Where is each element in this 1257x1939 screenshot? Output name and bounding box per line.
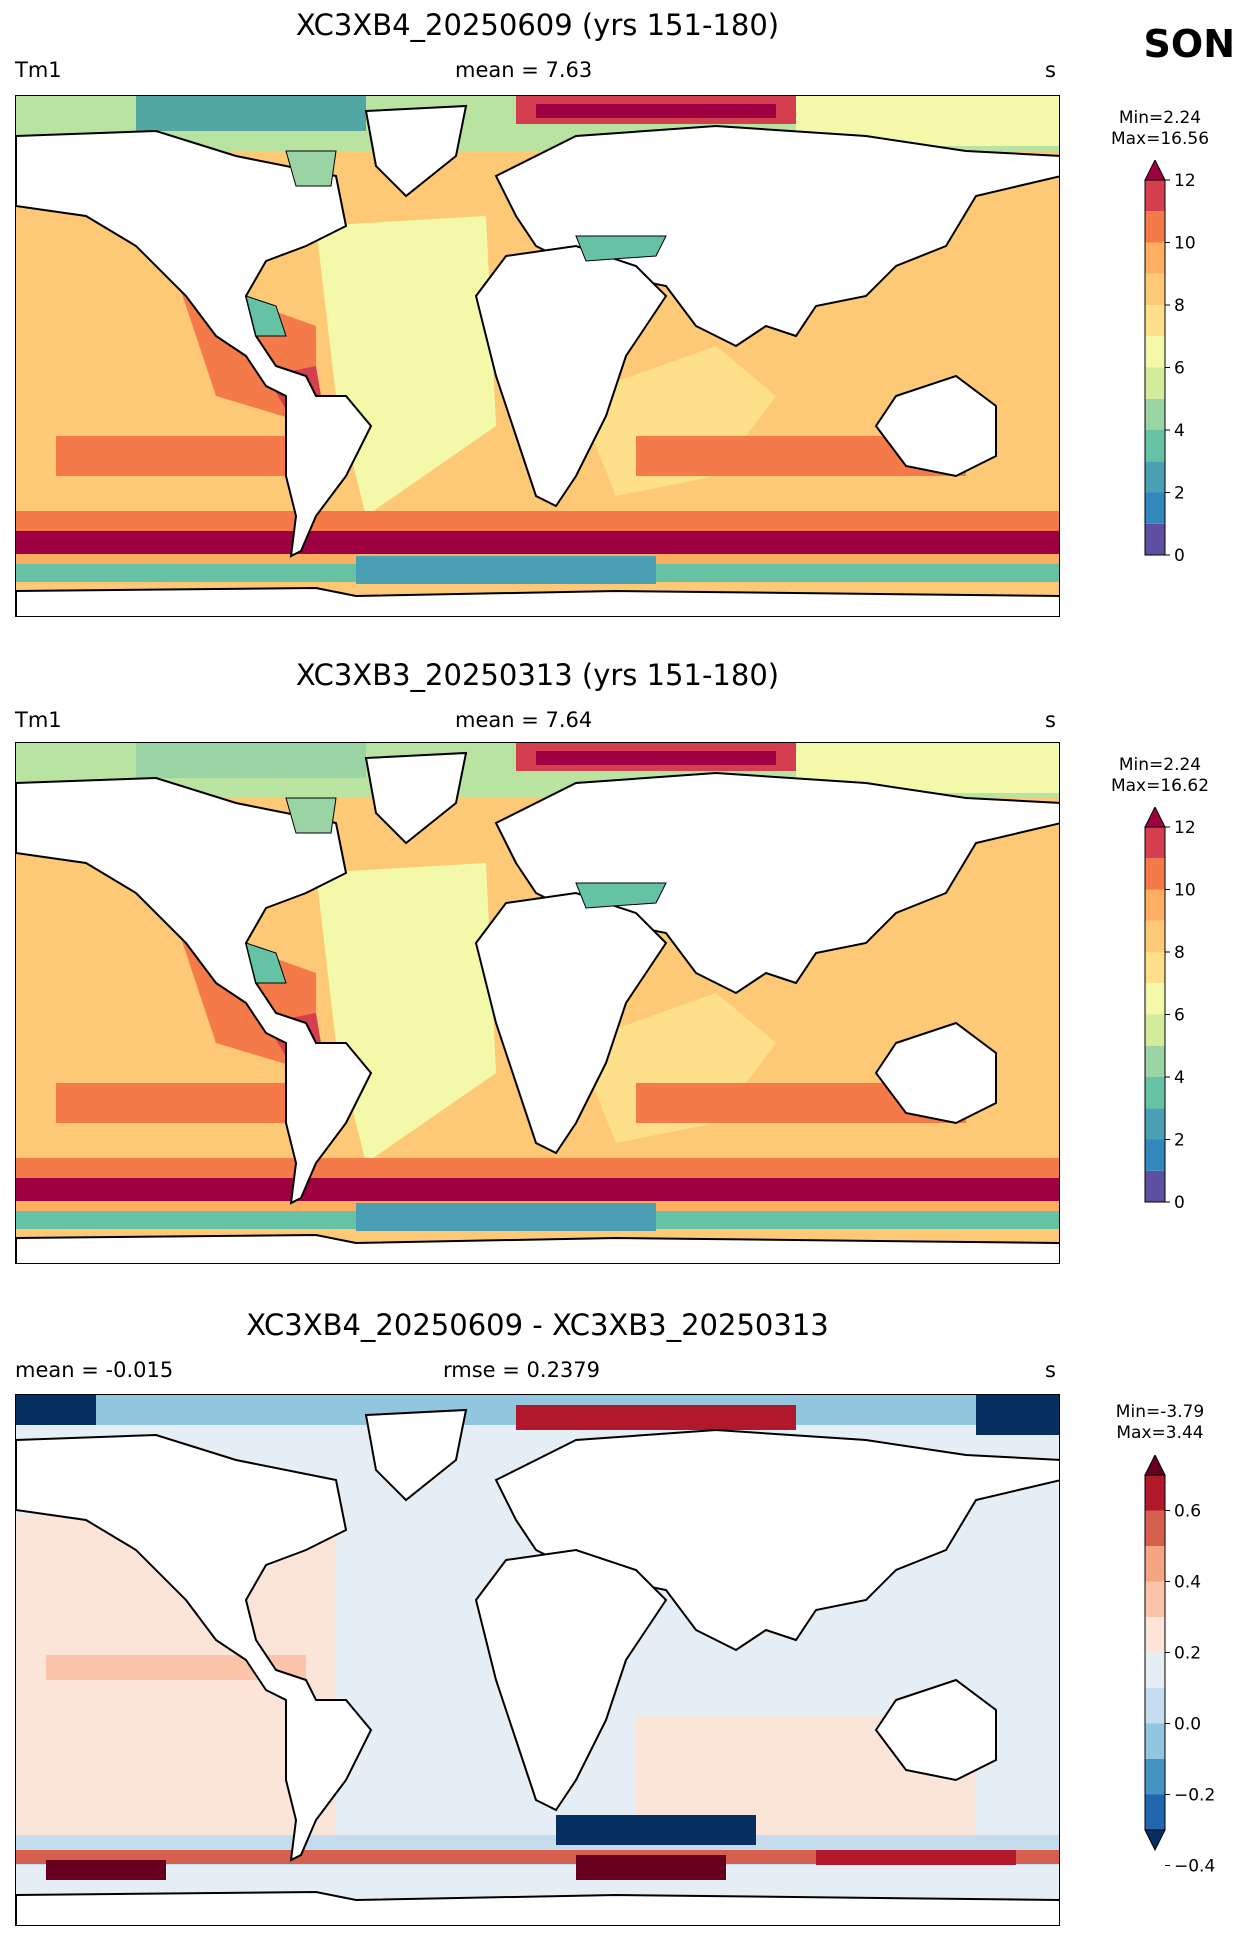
colorbar-segment bbox=[1145, 889, 1165, 921]
colorbar-tick-label: 0 bbox=[1174, 1193, 1185, 1213]
units-label: s bbox=[1045, 1358, 1056, 1382]
colorbar-tick-label: 8 bbox=[1174, 943, 1185, 963]
colorbar-segment bbox=[1145, 461, 1165, 493]
colorbar-segment bbox=[1145, 1617, 1165, 1653]
colorbar-segment bbox=[1145, 827, 1165, 859]
min-value: Min=2.24 bbox=[1118, 108, 1202, 128]
colorbar: 0.60.40.20.0−0.2−0.4−0.6 bbox=[1144, 1455, 1215, 1876]
variable-label: Tm1 bbox=[15, 58, 62, 82]
colorbar-tick-label: 4 bbox=[1174, 421, 1185, 441]
colorbar-segment bbox=[1145, 920, 1165, 952]
rmse-label: rmse = 0.2379 bbox=[443, 1358, 601, 1382]
map-plot bbox=[15, 742, 1060, 1264]
colorbar-max-extension bbox=[1144, 807, 1166, 828]
panel-title: XC3XB3_20250313 (yrs 151-180) bbox=[295, 658, 780, 692]
colorbar-segment bbox=[1145, 180, 1165, 212]
colorbar-segment bbox=[1145, 367, 1165, 399]
colorbar-segment bbox=[1145, 1688, 1165, 1724]
variable-label: Tm1 bbox=[15, 708, 62, 732]
colorbar-segment bbox=[1145, 1546, 1165, 1582]
panel-model-b3: XC3XB3_20250313 (yrs 151-180) Tm1 mean =… bbox=[0, 640, 1257, 1280]
units-label: s bbox=[1045, 708, 1056, 732]
colorbar-segment bbox=[1145, 1794, 1165, 1830]
mean-label: mean = 7.64 bbox=[455, 708, 593, 732]
colorbar-segment bbox=[1145, 1045, 1165, 1077]
colorbar-tick-label: 12 bbox=[1174, 171, 1196, 191]
units-label: s bbox=[1045, 58, 1056, 82]
colorbar-tick-label: 6 bbox=[1174, 1006, 1185, 1026]
colorbar-segment bbox=[1145, 336, 1165, 368]
colorbar-min-extension bbox=[1144, 1829, 1166, 1852]
colorbar-segment bbox=[1145, 983, 1165, 1015]
colorbar-segment bbox=[1145, 1581, 1165, 1617]
colorbar-tick-label: 0.0 bbox=[1174, 1715, 1201, 1735]
mean-label: mean = 7.63 bbox=[455, 58, 593, 82]
colorbar-segment bbox=[1145, 1139, 1165, 1171]
colorbar-segment bbox=[1145, 492, 1165, 524]
colorbar-segment bbox=[1145, 1652, 1165, 1688]
colorbar-tick-label: 0.2 bbox=[1174, 1644, 1201, 1664]
colorbar-segment bbox=[1145, 1723, 1165, 1759]
colorbar-segment bbox=[1145, 211, 1165, 243]
max-value: Max=3.44 bbox=[1116, 1423, 1204, 1443]
panel-title: XC3XB4_20250609 - XC3XB3_20250313 bbox=[246, 1308, 829, 1342]
colorbar-tick-label: 10 bbox=[1174, 881, 1196, 901]
max-value: Max=16.62 bbox=[1110, 776, 1210, 796]
colorbar-tick-label: −0.2 bbox=[1174, 1786, 1215, 1806]
colorbar-segment bbox=[1145, 273, 1165, 305]
colorbar-segment bbox=[1145, 1475, 1165, 1511]
min-value: Min=2.24 bbox=[1118, 755, 1202, 775]
colorbar-segment bbox=[1145, 1077, 1165, 1109]
mean-label: mean = -0.015 bbox=[15, 1358, 174, 1382]
colorbar: 0 2 4 6 8 10 12 bbox=[1144, 160, 1196, 566]
colorbar-tick-label: 2 bbox=[1174, 1131, 1185, 1151]
colorbar-segment bbox=[1145, 1759, 1165, 1795]
colorbar-tick-label: 8 bbox=[1174, 296, 1185, 316]
minmax-label: Min=2.24 Max=16.62 bbox=[1080, 755, 1240, 797]
min-value: Min=-3.79 bbox=[1115, 1402, 1205, 1422]
panel-model-b4: XC3XB4_20250609 (yrs 151-180) Tm1 mean =… bbox=[0, 0, 1257, 640]
colorbar-max-extension bbox=[1144, 160, 1166, 181]
colorbar-tick-label: 0.6 bbox=[1174, 1502, 1201, 1522]
map-plot bbox=[15, 95, 1060, 617]
panel-difference: XC3XB4_20250609 - XC3XB3_20250313 mean =… bbox=[0, 1280, 1257, 1939]
colorbar: 0 2 4 6 8 10 12 bbox=[1144, 807, 1196, 1213]
colorbar-tick-label: 12 bbox=[1174, 818, 1196, 838]
colorbar-segment bbox=[1145, 858, 1165, 890]
colorbar-segment bbox=[1145, 1510, 1165, 1546]
colorbar-tick-label: 0.4 bbox=[1174, 1573, 1201, 1593]
colorbar-segment bbox=[1145, 242, 1165, 274]
minmax-label: Min=2.24 Max=16.56 bbox=[1080, 108, 1240, 150]
colorbar-segment bbox=[1145, 523, 1165, 555]
minmax-label: Min=-3.79 Max=3.44 bbox=[1080, 1402, 1240, 1444]
colorbar-segment bbox=[1145, 398, 1165, 430]
colorbar-tick-label: 0 bbox=[1174, 546, 1185, 566]
colorbar-tick-label: 10 bbox=[1174, 234, 1196, 254]
colorbar-segment bbox=[1145, 1170, 1165, 1202]
colorbar-segment bbox=[1145, 430, 1165, 462]
colorbar-segment bbox=[1145, 1108, 1165, 1140]
colorbar-segment bbox=[1145, 305, 1165, 337]
colorbar-segment bbox=[1145, 952, 1165, 984]
colorbar-tick-label: 6 bbox=[1174, 359, 1185, 379]
colorbar-max-extension bbox=[1144, 1455, 1166, 1476]
map-plot bbox=[15, 1394, 1060, 1926]
colorbar-tick-label: 4 bbox=[1174, 1068, 1185, 1088]
season-label: SON bbox=[1143, 22, 1235, 66]
colorbar-tick-label: −0.4 bbox=[1174, 1857, 1215, 1876]
colorbar-segment bbox=[1145, 1014, 1165, 1046]
max-value: Max=16.56 bbox=[1110, 129, 1210, 149]
panel-title: XC3XB4_20250609 (yrs 151-180) bbox=[295, 8, 780, 42]
colorbar-tick-label: 2 bbox=[1174, 484, 1185, 504]
